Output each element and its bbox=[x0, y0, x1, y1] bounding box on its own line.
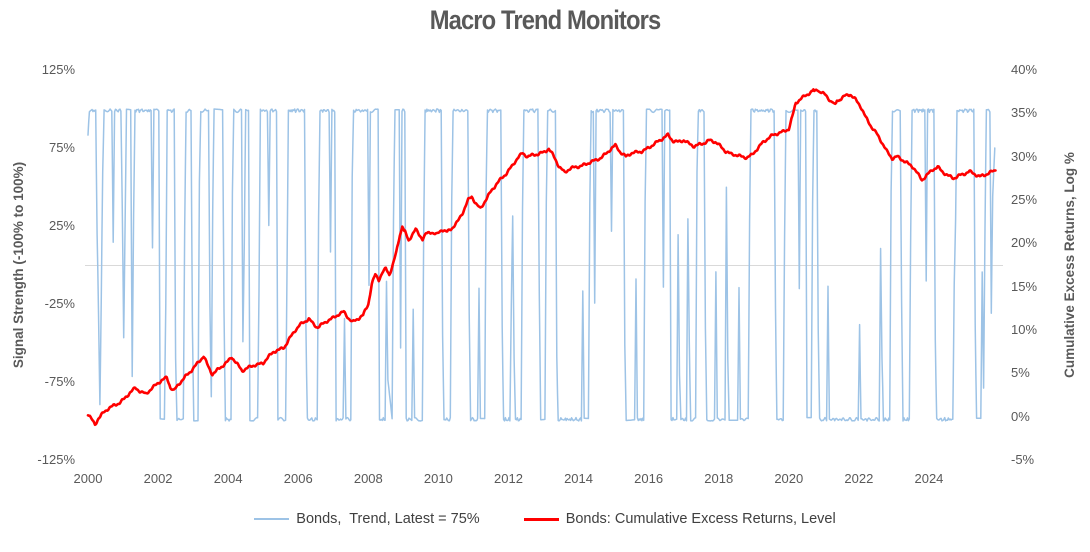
right-axis-tick-label: 30% bbox=[1011, 148, 1038, 164]
right-axis-tick-label: 10% bbox=[1011, 322, 1038, 337]
left-axis-tick-label: 25% bbox=[48, 218, 75, 233]
right-axis-tick-label: 0% bbox=[1011, 408, 1030, 424]
x-axis-tick-label: 2000 bbox=[73, 471, 103, 486]
legend-line-swatch-blue bbox=[254, 517, 290, 521]
right-axis-tick-label: 35% bbox=[1011, 105, 1038, 121]
right-axis-tick-label: -5% bbox=[1011, 452, 1035, 467]
chart-title: Macro Trend Monitors bbox=[429, 5, 661, 35]
x-axis-tick-label: 2020 bbox=[774, 471, 804, 486]
legend-label-cumulative-returns: Bonds: Cumulative Excess Returns, Level bbox=[565, 511, 836, 527]
x-axis-tick-label: 2022 bbox=[844, 471, 874, 486]
x-axis-tick-label: 2016 bbox=[634, 471, 664, 486]
right-axis-tick-label: 15% bbox=[1011, 278, 1038, 294]
left-axis-tick-label: -75% bbox=[44, 374, 75, 389]
legend-label-bonds-trend: Bonds, Trend, Latest = 75% bbox=[296, 511, 480, 527]
x-axis-tick-label: 2014 bbox=[564, 471, 593, 486]
right-axis-tick-label: 25% bbox=[1011, 192, 1038, 207]
left-axis-tick-label: -125% bbox=[37, 452, 75, 467]
left-axis-tick-label: -25% bbox=[44, 296, 75, 311]
x-axis-tick-label: 2024 bbox=[914, 471, 944, 486]
x-axis-tick-label: 2018 bbox=[704, 471, 734, 486]
left-axis-tick-label: 75% bbox=[48, 140, 75, 155]
x-axis-tick-label: 2006 bbox=[283, 471, 313, 486]
legend: Bonds, Trend, Latest = 75% Bonds: Cumula… bbox=[0, 511, 1090, 527]
legend-item-bonds-trend: Bonds, Trend, Latest = 75% bbox=[254, 511, 480, 527]
x-axis-tick-label: 2012 bbox=[494, 471, 523, 486]
x-axis-tick-label: 2010 bbox=[423, 471, 453, 486]
right-axis-tick-label: 20% bbox=[1011, 235, 1038, 251]
right-axis-tick-label: 5% bbox=[1011, 365, 1030, 381]
series-line-bonds-trend bbox=[87, 108, 996, 422]
legend-item-cumulative-returns: Bonds: Cumulative Excess Returns, Level bbox=[523, 511, 836, 527]
right-axis-tick-label: 40% bbox=[1011, 62, 1038, 77]
left-axis-tick-label: 125% bbox=[41, 62, 75, 77]
x-axis-tick-label: 2002 bbox=[143, 471, 173, 486]
series-line-cumulative-excess-returns bbox=[86, 88, 997, 427]
x-axis-tick-label: 2004 bbox=[213, 471, 243, 486]
x-axis-tick-label: 2008 bbox=[353, 471, 383, 486]
legend-line-swatch-red bbox=[523, 517, 559, 521]
